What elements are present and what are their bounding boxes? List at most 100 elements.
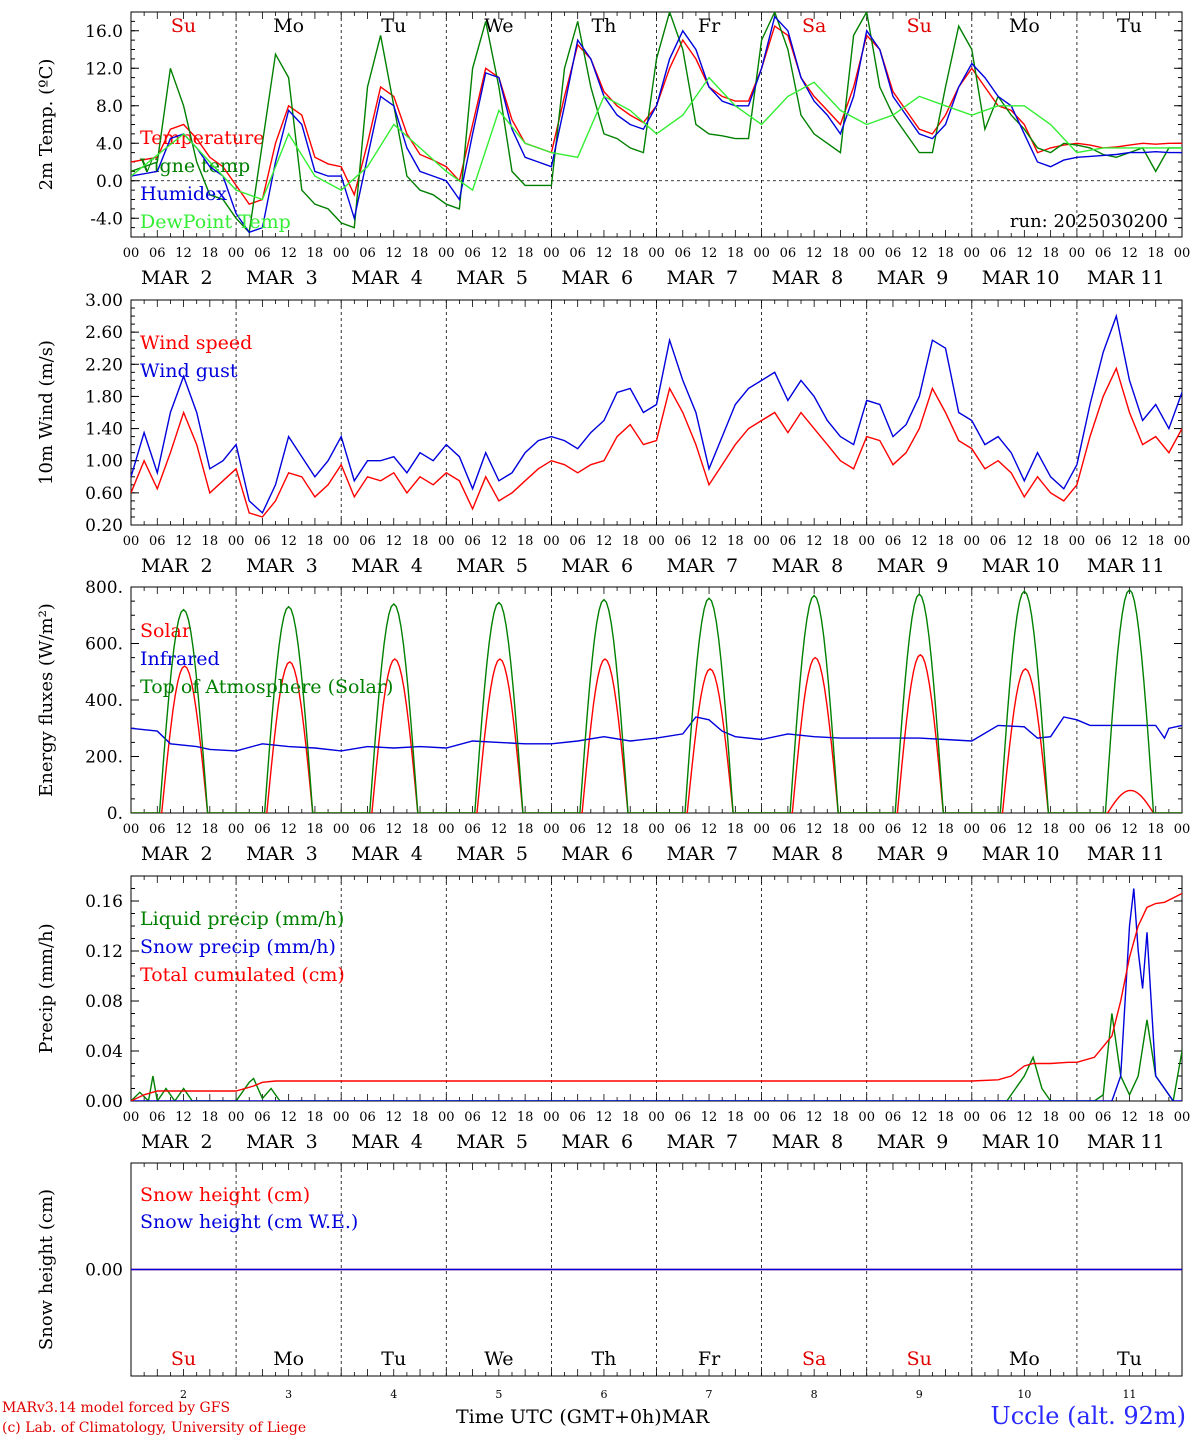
y-tick-label: 200.	[85, 748, 123, 768]
hour-label: 00	[753, 1110, 770, 1125]
hour-label: 06	[464, 246, 481, 261]
hour-label: 12	[911, 822, 928, 837]
hour-label: 00	[964, 1110, 981, 1125]
y-tick-label: 16.0	[85, 22, 123, 42]
panel-wind: 0.20 0.60 1.00 1.40 1.80 2.20 2.60 3.00 10m Wind…	[36, 291, 1190, 577]
hour-label: 18	[202, 534, 219, 549]
hour-label: 12	[1016, 1110, 1033, 1125]
hour-label: 18	[412, 534, 429, 549]
hour-label: 00	[1174, 822, 1191, 837]
legend-entry: Total cumulated (cm)	[140, 964, 345, 986]
hour-label: 06	[359, 822, 376, 837]
hour-label: 12	[1016, 246, 1033, 261]
date-label: MAR 7	[667, 1131, 739, 1153]
y-tick-label: 1.40	[85, 420, 123, 440]
hour-label: 00	[1174, 534, 1191, 549]
hour-label: 06	[990, 1110, 1007, 1125]
date-label: MAR 8	[772, 843, 844, 865]
y-tick-label: 0.00	[85, 1092, 123, 1112]
series-line-total-cumulated-cm-	[131, 892, 1182, 1101]
hour-label: 00	[123, 246, 140, 261]
date-label: MAR 4	[351, 555, 423, 577]
y-tick-label: 12.0	[85, 59, 123, 79]
y-tick-label: 1.00	[85, 452, 123, 472]
legend-entry: DewPoint Temp	[140, 211, 291, 233]
hour-label: 12	[1121, 534, 1138, 549]
hour-label: 06	[1095, 822, 1112, 837]
hour-label: 00	[753, 246, 770, 261]
y-tick-label: 2.20	[85, 355, 123, 375]
hour-label: 00	[753, 822, 770, 837]
date-label: MAR 11	[1087, 555, 1165, 577]
hour-label: 06	[675, 534, 692, 549]
panel-temp: -4.0 0.0 4.0 8.0 12.0 16.0 2m Temp. (ºC) 00 06 12…	[36, 11, 1190, 289]
legend-entry: Solar	[140, 620, 192, 642]
hour-label: 00	[123, 1110, 140, 1125]
lab-credit: (c) Lab. of Climatology, University of L…	[2, 1420, 307, 1436]
hour-label: 06	[990, 822, 1007, 837]
hour-label: 12	[280, 822, 297, 837]
day-number: 6	[600, 1388, 607, 1401]
hour-label: 12	[385, 1110, 402, 1125]
date-label: MAR 5	[456, 843, 528, 865]
date-label: MAR 10	[982, 555, 1060, 577]
hour-label: 12	[280, 246, 297, 261]
legend-entry: Liquid precip (mm/h)	[140, 908, 344, 930]
date-label: MAR 4	[351, 267, 423, 289]
hour-label: 12	[175, 1110, 192, 1125]
date-label: MAR 9	[877, 555, 949, 577]
day-number: 9	[916, 1388, 923, 1401]
y-tick-label: 0.60	[85, 484, 123, 504]
hour-label: 00	[964, 534, 981, 549]
hour-label: 00	[858, 822, 875, 837]
hour-label: 06	[569, 534, 586, 549]
x-axis-label: Time UTC (GMT+0h)MAR	[456, 1406, 710, 1428]
hour-label: 18	[202, 822, 219, 837]
date-label: MAR 11	[1087, 267, 1165, 289]
series-line-wind-gust	[131, 313, 1182, 515]
hour-label: 18	[937, 246, 954, 261]
date-label: MAR 8	[772, 555, 844, 577]
hour-label: 06	[780, 534, 797, 549]
y-tick-label: -4.0	[90, 209, 123, 229]
hour-label: 12	[280, 1110, 297, 1125]
date-label: MAR 10	[982, 267, 1060, 289]
y-axis-label: Snow height (cm)	[36, 1189, 57, 1350]
hour-label: 12	[596, 246, 613, 261]
y-tick-label: 0.12	[85, 942, 123, 962]
hour-label: 12	[1016, 822, 1033, 837]
y-tick-label: 0.20	[85, 516, 123, 536]
date-label: MAR 6	[561, 555, 633, 577]
date-label: MAR 6	[561, 267, 633, 289]
hour-label: 12	[806, 246, 823, 261]
hour-label: 00	[1069, 822, 1086, 837]
hour-label: 06	[780, 822, 797, 837]
series-line-infrared	[131, 716, 1182, 752]
hour-label: 12	[1121, 822, 1138, 837]
station-name: Uccle (alt. 92m)	[990, 1402, 1186, 1430]
hour-label: 06	[990, 534, 1007, 549]
hour-label: 06	[149, 246, 166, 261]
hour-label: 06	[359, 534, 376, 549]
hour-label: 18	[937, 534, 954, 549]
hour-label: 18	[202, 246, 219, 261]
hour-label: 18	[1042, 822, 1059, 837]
series-line-solar	[131, 653, 1182, 813]
hour-label: 18	[622, 246, 639, 261]
weekday-label: Mo	[1009, 15, 1040, 37]
hour-label: 18	[307, 822, 324, 837]
day-number: 7	[706, 1388, 713, 1401]
hour-label: 00	[858, 534, 875, 549]
hour-label: 18	[832, 534, 849, 549]
hour-label: 12	[175, 534, 192, 549]
y-tick-label: 1.80	[85, 387, 123, 407]
hour-label: 18	[727, 822, 744, 837]
y-axis-label: 2m Temp. (ºC)	[36, 59, 57, 191]
hour-label: 18	[202, 1110, 219, 1125]
hour-label: 18	[307, 246, 324, 261]
hour-label: 06	[1095, 246, 1112, 261]
date-label: MAR 7	[667, 843, 739, 865]
y-tick-label: 8.0	[96, 97, 123, 117]
hour-label: 18	[727, 1110, 744, 1125]
date-label: MAR 5	[456, 1131, 528, 1153]
